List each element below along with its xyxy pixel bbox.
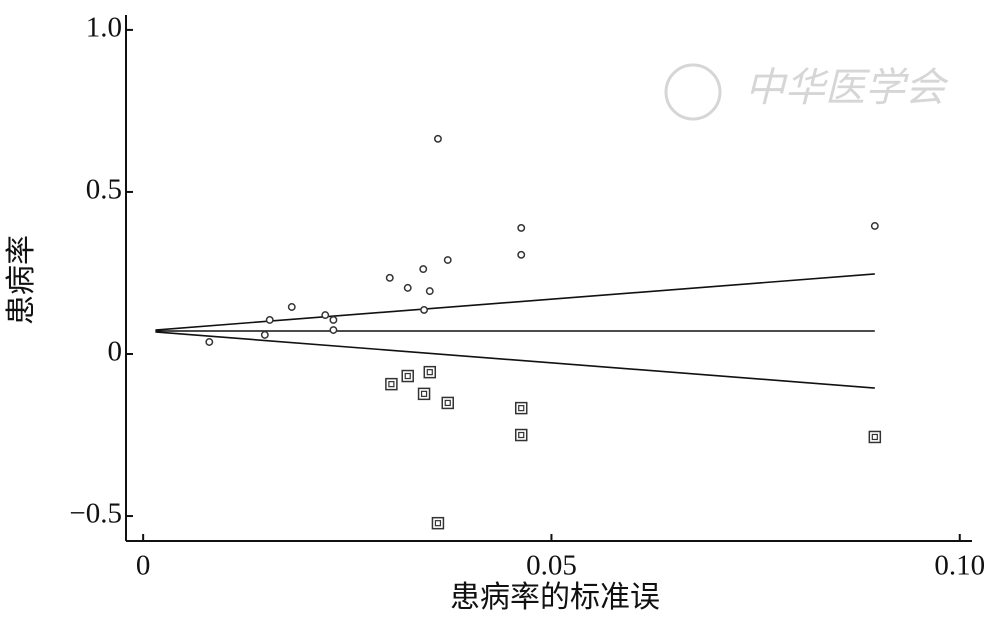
study-point [870,222,879,230]
study-point [425,287,434,296]
imputed-point [514,401,528,415]
study-point [420,305,429,314]
x-tick-label: 0 [136,550,151,582]
imputed-point [417,387,431,401]
x-axis-label: 患病率的标准误 [450,581,660,614]
study-point [205,338,214,346]
y-tick-label: 1.0 [86,12,122,44]
study-point [433,134,442,143]
watermark-logo [664,63,722,121]
y-tick-label: 0.5 [86,174,122,206]
imputed-point [441,396,454,410]
imputed-point-inner [871,433,878,441]
imputed-point [401,369,414,383]
study-point [260,330,269,339]
study-point [265,316,274,324]
study-point [403,283,412,292]
study-point [517,250,526,259]
y-tick-label: −0.5 [69,498,122,530]
imputed-point-inner [518,431,525,439]
imputed-point-inner [404,372,411,380]
imputed-point [431,516,445,530]
imputed-point-inner [444,399,451,407]
study-point [329,326,338,334]
imputed-point-inner [434,520,442,527]
study-point [321,311,330,320]
study-point [419,265,428,274]
x-tick-label: 0.05 [526,550,577,582]
imputed-point [385,377,398,391]
funnel-line [155,331,875,389]
imputed-point-inner [426,369,433,376]
watermark: 中华医学会 [745,65,949,110]
imputed-point [514,428,528,442]
x-tick-label: 0.10 [934,550,985,582]
imputed-point-inner [518,405,525,412]
study-point [385,273,394,282]
imputed-point [868,430,882,444]
study-point [329,316,338,324]
study-point [287,303,296,311]
funnel-line [155,273,875,331]
y-tick-label: 0 [108,336,123,368]
study-point [443,256,452,264]
y-axis-label: 患病率 [5,235,38,325]
study-point [517,223,526,232]
imputed-point-inner [388,381,395,388]
imputed-point-inner [420,390,428,397]
imputed-point [423,365,437,379]
